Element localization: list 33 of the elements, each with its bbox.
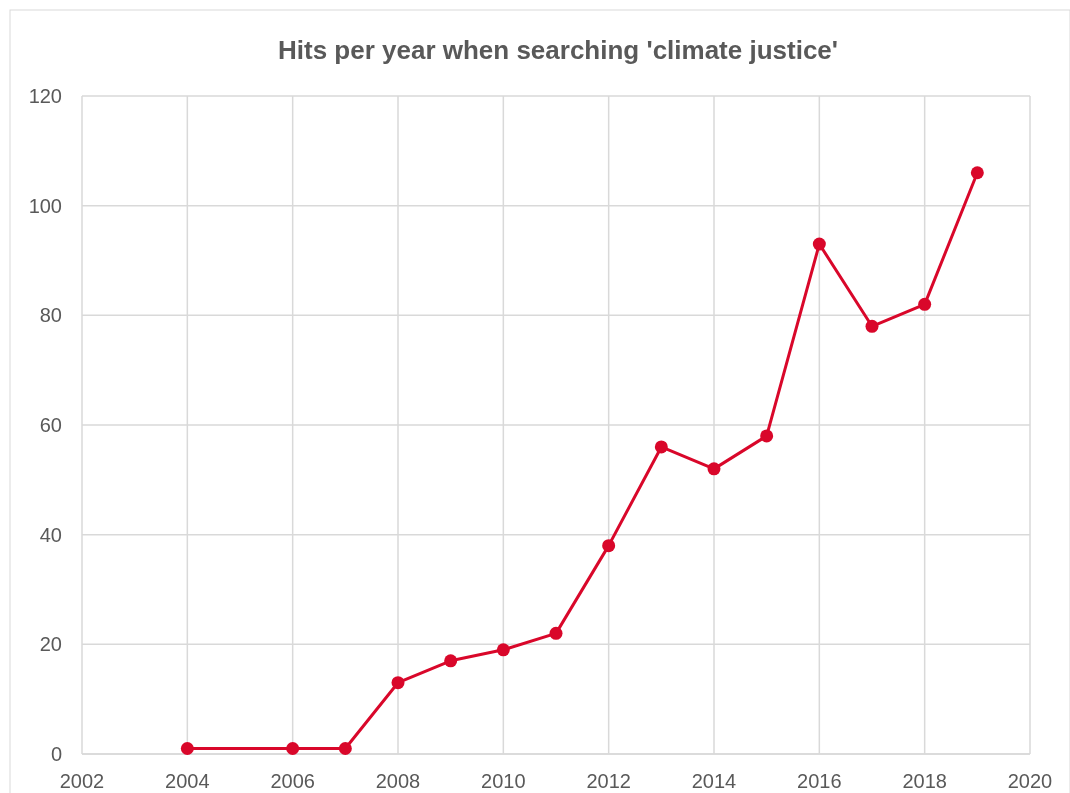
- point: [970, 166, 984, 180]
- point: [654, 440, 668, 454]
- point: [865, 319, 879, 333]
- y-tick-label: 80: [39, 304, 62, 327]
- point: [707, 462, 721, 476]
- x-tick-label: 2018: [902, 770, 947, 792]
- point: [918, 297, 932, 311]
- y-tick-label: 20: [39, 633, 62, 656]
- point: [338, 742, 352, 756]
- x-tick-label: 2006: [270, 770, 315, 792]
- x-tick-label: 2002: [59, 770, 105, 792]
- x-tick-label: 2010: [481, 770, 526, 792]
- x-tick-label: 2016: [797, 770, 842, 792]
- point: [286, 742, 300, 756]
- y-tick-label: 100: [28, 194, 62, 217]
- x-tick-label: 2014: [691, 770, 737, 792]
- point: [391, 676, 405, 690]
- x-tick-label: 2008: [375, 770, 421, 792]
- y-tick-label: 0: [50, 743, 62, 765]
- point: [180, 742, 194, 756]
- x-tick-label: 2012: [586, 770, 631, 792]
- point: [496, 643, 510, 657]
- y-tick-label: 120: [28, 85, 62, 107]
- point: [549, 626, 563, 640]
- y-tick-label: 40: [39, 523, 62, 546]
- chart-title: Hits per year when searching 'climate justice': [277, 35, 839, 65]
- point: [812, 237, 826, 251]
- y-tick-label: 60: [39, 414, 62, 436]
- point: [602, 539, 616, 553]
- point: [444, 654, 458, 668]
- x-tick-label: 2020: [1007, 770, 1053, 792]
- x-tick-label: 2004: [165, 770, 210, 792]
- point: [760, 429, 774, 443]
